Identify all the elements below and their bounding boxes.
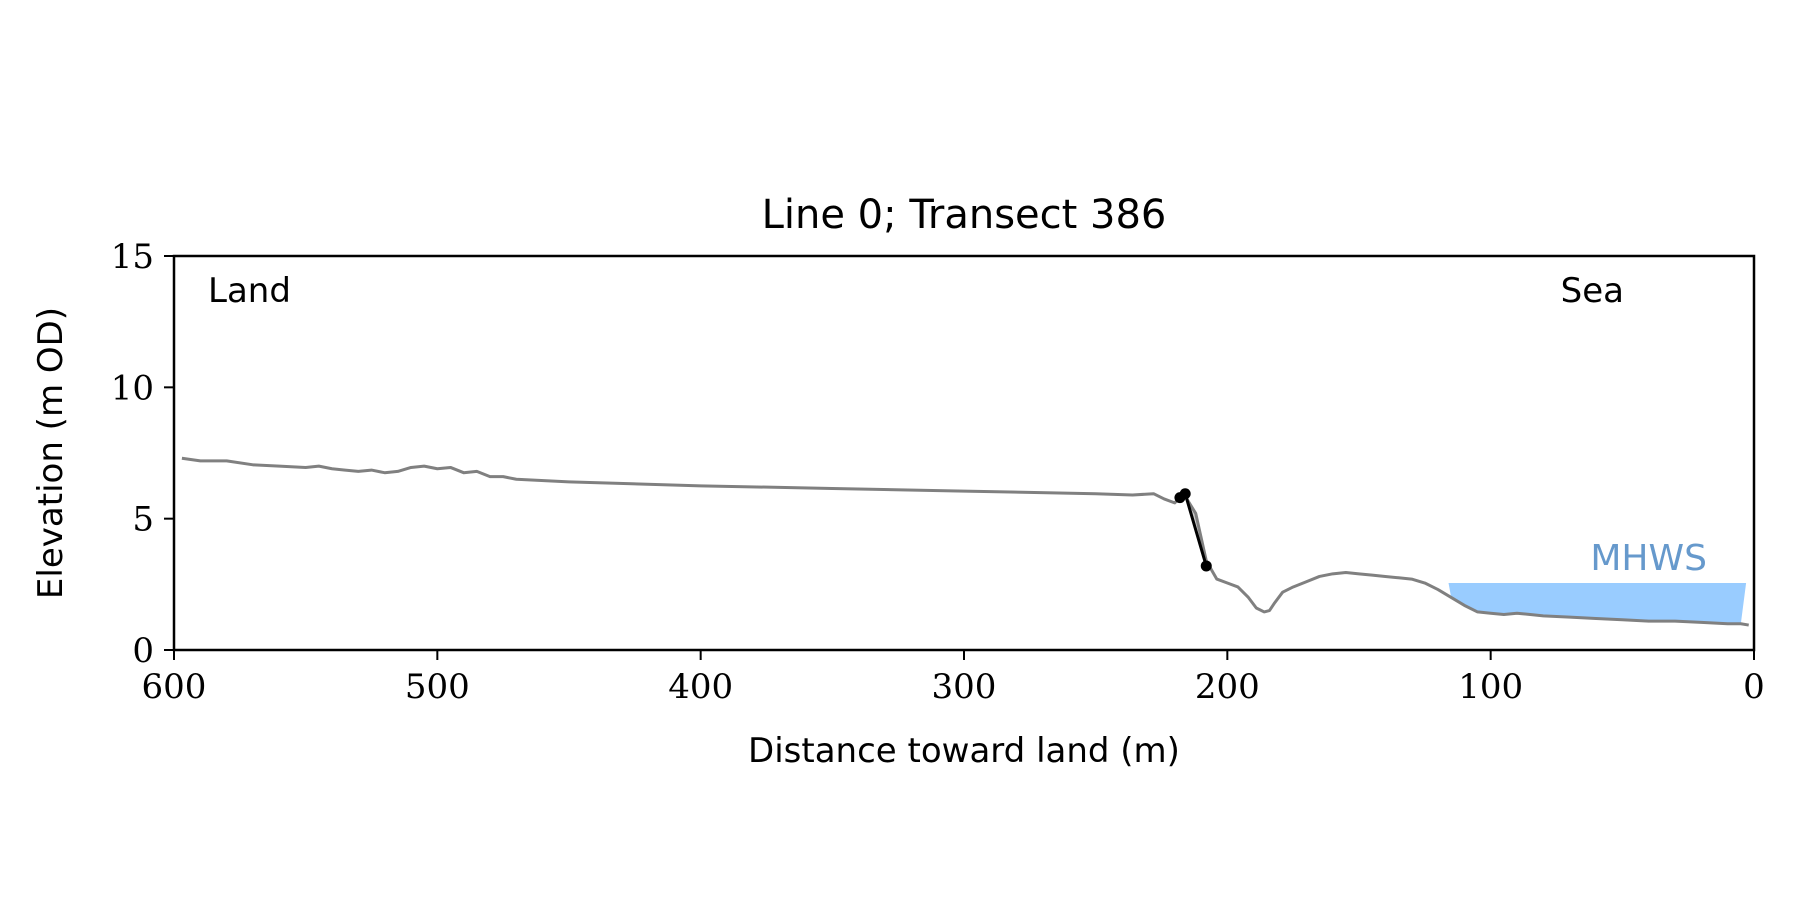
x-tick-label: 200 (1195, 667, 1260, 707)
y-tick-label: 10 (111, 368, 154, 408)
x-tick-label: 600 (142, 667, 207, 707)
sea-annotation: Sea (1561, 271, 1624, 311)
y-axis-label: Elevation (m OD) (31, 307, 71, 599)
y-tick-label: 5 (132, 500, 154, 540)
x-tick-label: 500 (405, 667, 470, 707)
cliff-point (1200, 560, 1212, 572)
cliff-point (1179, 488, 1191, 500)
y-tick-label: 0 (132, 631, 154, 671)
x-axis-ticks: 600 500 400 300 200 100 0 (142, 650, 1765, 707)
x-tick-label: 300 (932, 667, 997, 707)
x-axis-label: Distance toward land (m) (748, 731, 1180, 771)
x-tick-label: 400 (668, 667, 733, 707)
y-tick-label: 15 (111, 237, 154, 277)
profile-line (181, 456, 1749, 627)
x-tick-label: 100 (1458, 667, 1523, 707)
cliff-line (1179, 491, 1208, 567)
chart-title: Line 0; Transect 386 (762, 192, 1167, 238)
x-tick-label: 0 (1743, 667, 1765, 707)
land-annotation: Land (208, 271, 291, 311)
mhws-label: MHWS (1590, 538, 1707, 579)
y-axis-ticks: 0 5 10 15 (111, 237, 174, 671)
plot-area: MHWS (172, 254, 1756, 652)
